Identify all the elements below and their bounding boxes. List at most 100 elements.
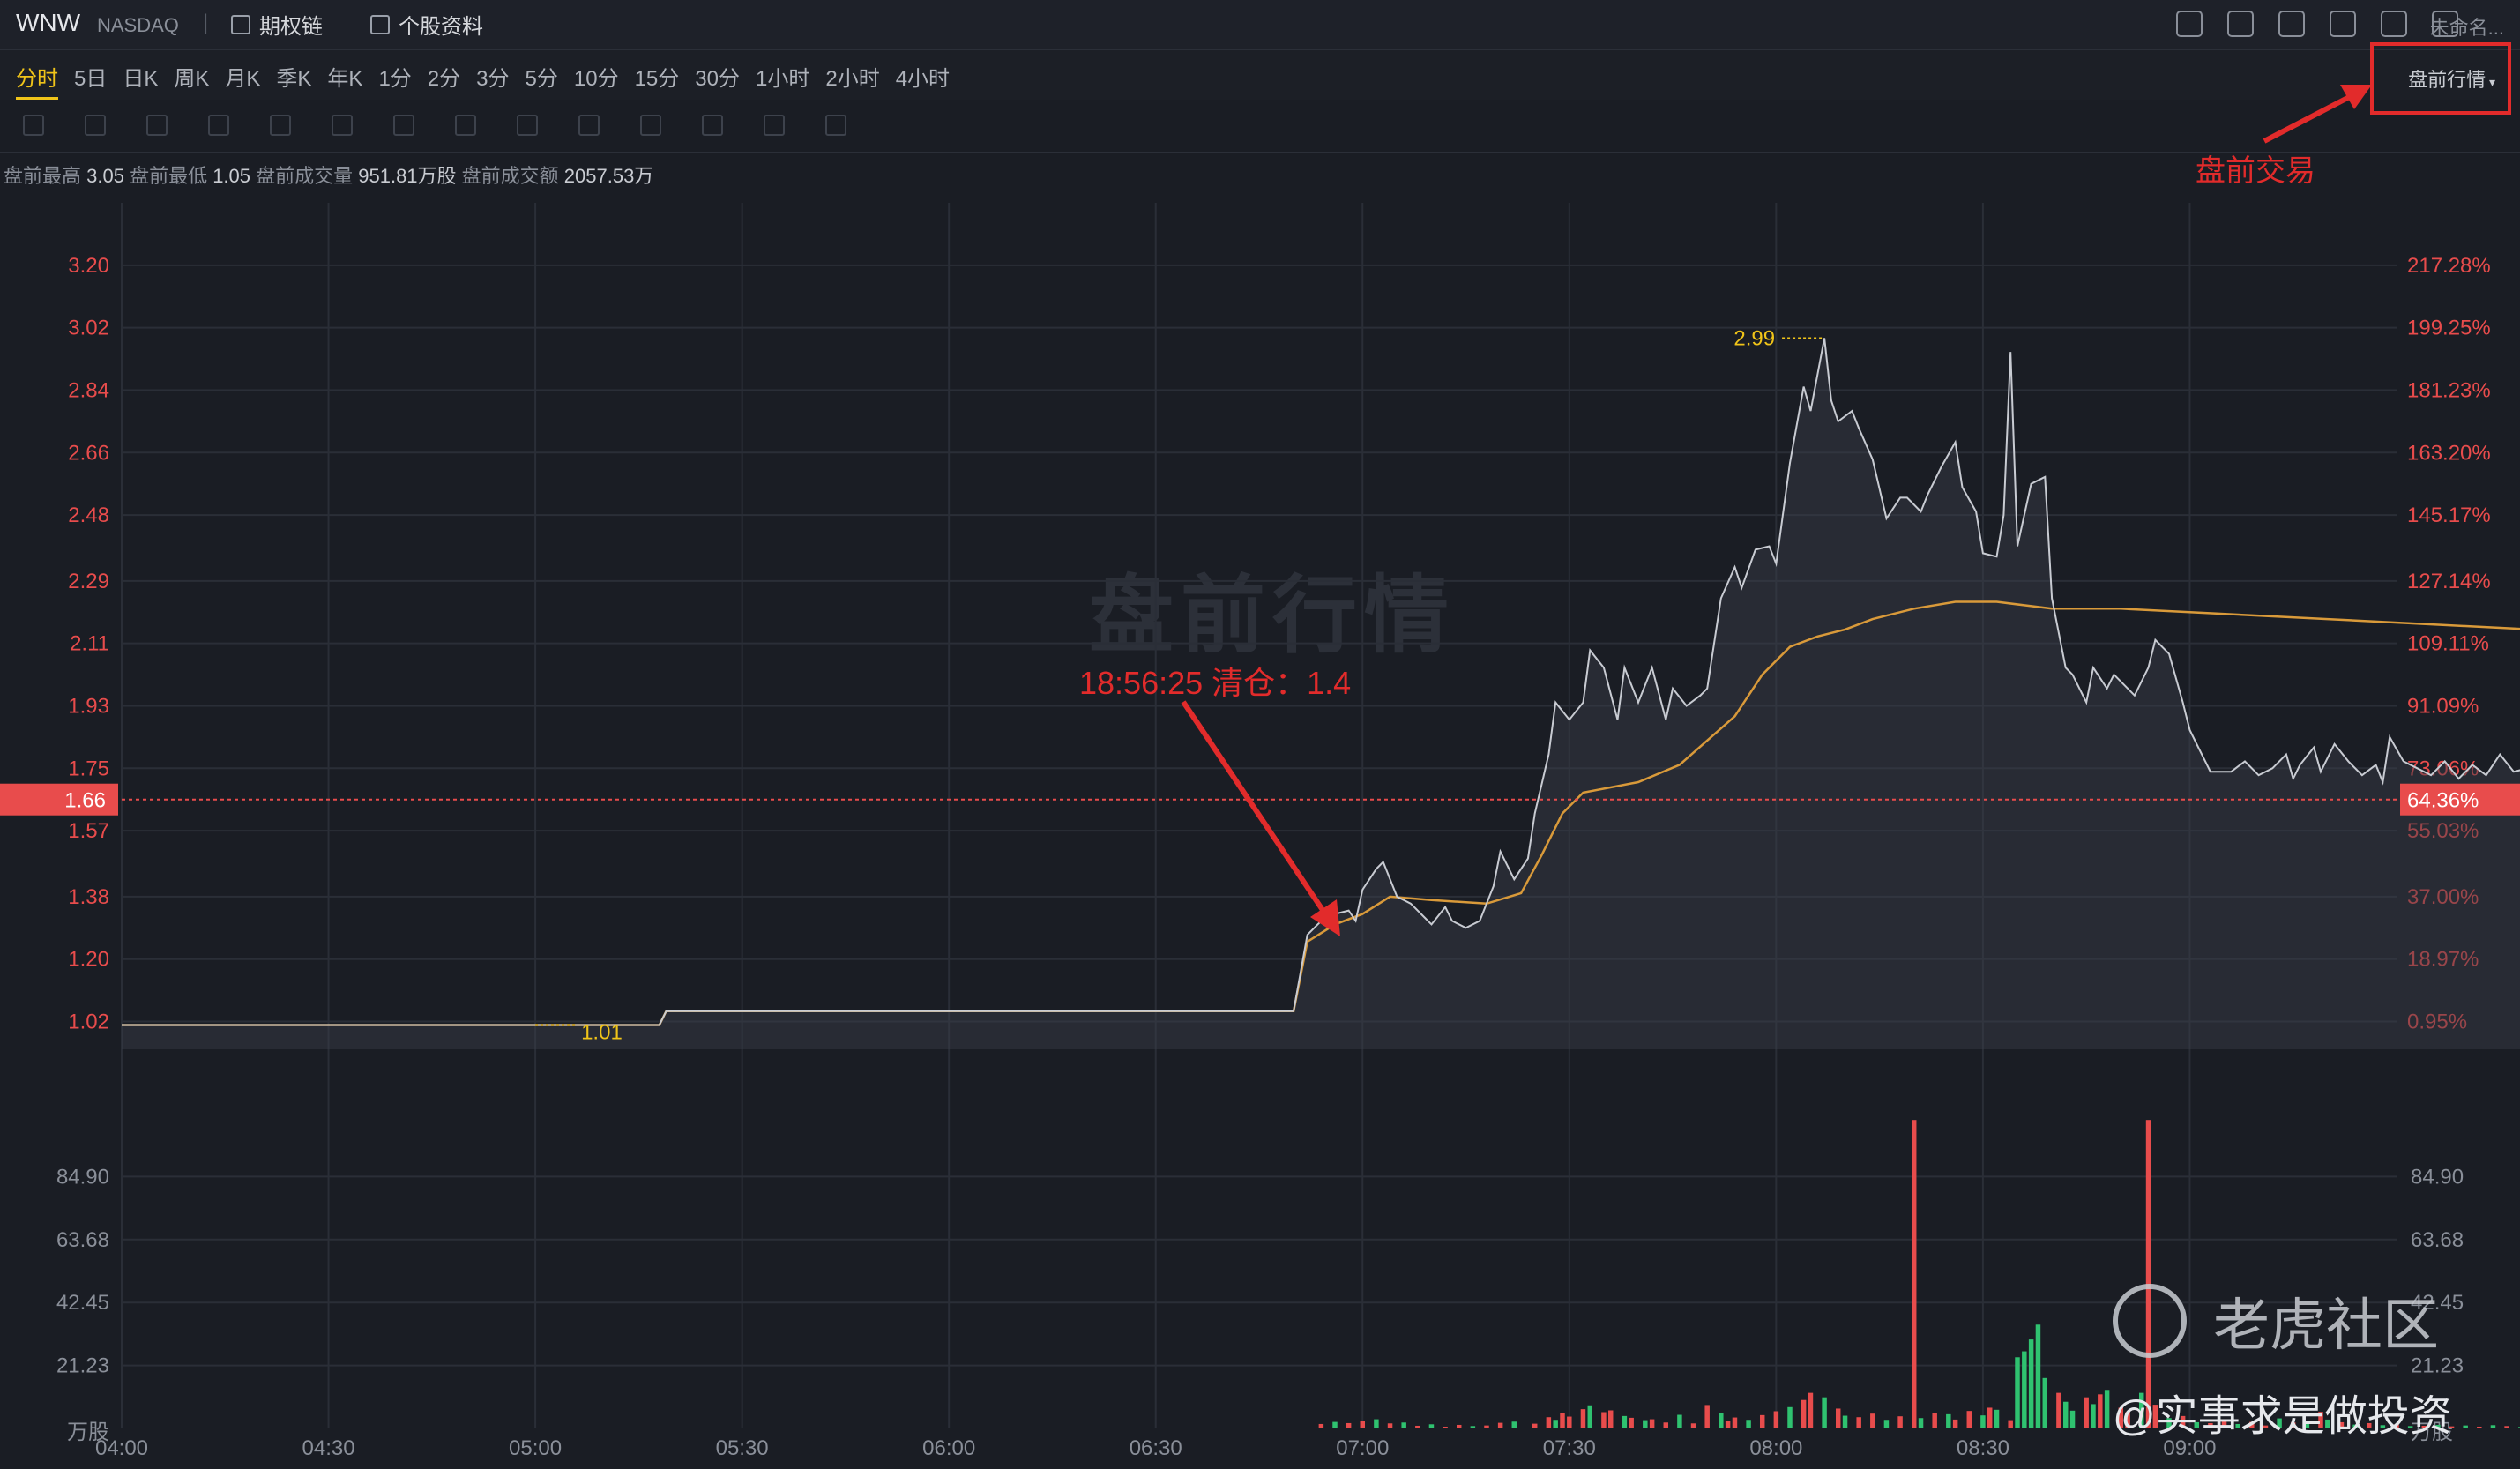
fib-tool-icon[interactable] xyxy=(208,115,229,136)
volume-bar xyxy=(1360,1421,1366,1428)
period-tab[interactable]: 5日 xyxy=(74,67,108,91)
volume-bar xyxy=(1773,1411,1779,1428)
volume-bar xyxy=(2421,1425,2427,1428)
measure-tool-icon[interactable] xyxy=(455,115,476,136)
volume-bar xyxy=(2008,1420,2013,1428)
options-chain-link[interactable]: 期权链 xyxy=(231,9,323,40)
time-tick-label: 04:30 xyxy=(302,1436,355,1460)
price-tick-label: 2.48 xyxy=(68,503,109,527)
pen-tool-icon[interactable] xyxy=(517,115,538,136)
pct-tick-label: 217.28% xyxy=(2407,254,2491,278)
volume-bar xyxy=(1428,1424,1435,1428)
price-tick-label: 3.02 xyxy=(68,317,109,340)
volume-bar xyxy=(1346,1422,1352,1428)
period-tab[interactable]: 1小时 xyxy=(755,67,810,91)
period-tab[interactable]: 分时 xyxy=(16,61,58,100)
period-tab[interactable]: 2分 xyxy=(427,67,461,91)
volume-bar xyxy=(1622,1415,1628,1428)
price-tick-label: 2.11 xyxy=(70,632,109,656)
volume-bar xyxy=(2477,1426,2482,1428)
fullscreen-icon[interactable] xyxy=(2381,11,2407,37)
layout-icon[interactable] xyxy=(2432,11,2458,37)
text-tool-icon[interactable] xyxy=(332,115,353,136)
volume-bar xyxy=(2325,1419,2330,1428)
user-menu[interactable]: 未命名... xyxy=(2429,17,2504,39)
time-tick-label: 08:00 xyxy=(1749,1436,1802,1460)
stock-profile-link[interactable]: 个股资料 xyxy=(370,9,483,40)
period-tab[interactable]: 30分 xyxy=(695,67,740,91)
volume-bar xyxy=(1677,1414,1682,1428)
period-tab[interactable]: 日K xyxy=(123,67,159,91)
volume-bar xyxy=(1567,1416,1572,1428)
pct-tick-label: 181.23% xyxy=(2407,378,2491,402)
wave-tool-icon[interactable] xyxy=(146,115,168,136)
rect-tool-icon[interactable] xyxy=(85,115,106,136)
label-tool-icon[interactable] xyxy=(393,115,414,136)
lock-icon[interactable] xyxy=(578,115,600,136)
arrow-tool-icon[interactable] xyxy=(270,115,291,136)
price-tick-label: 1.57 xyxy=(68,819,109,843)
magnet-icon[interactable] xyxy=(702,115,723,136)
volume-bar xyxy=(2180,1415,2186,1428)
price-tick-label: 1.02 xyxy=(68,1010,109,1034)
top-bar: WNW NASDAQ | 期权链 个股资料 未命名... xyxy=(0,0,2520,50)
line-tool-icon[interactable] xyxy=(23,115,44,136)
volume-bar xyxy=(2318,1412,2323,1428)
volume-bar xyxy=(2069,1410,2076,1428)
volume-bar xyxy=(1601,1412,1607,1428)
time-tick-label: 06:00 xyxy=(922,1436,975,1460)
eye-icon[interactable] xyxy=(640,115,661,136)
premarket-stats: 盘前最高 3.05 盘前最低 1.05 盘前成交量 951.81万股 盘前成交额… xyxy=(4,160,653,189)
volume-bar xyxy=(1883,1420,1890,1428)
price-tick-label: 1.38 xyxy=(68,885,109,909)
refresh-icon[interactable] xyxy=(2278,11,2305,37)
price-tick-label: 2.84 xyxy=(68,378,109,402)
period-tab[interactable]: 周K xyxy=(174,67,210,91)
period-tab[interactable]: 10分 xyxy=(573,67,619,91)
trade-arrow-head xyxy=(1310,899,1340,936)
chart-icon xyxy=(231,14,250,34)
volume-bar xyxy=(1932,1413,1937,1428)
period-tab[interactable]: 季K xyxy=(276,67,312,91)
period-tab[interactable]: 5分 xyxy=(525,67,558,91)
period-tab[interactable]: 月K xyxy=(225,67,261,91)
volume-bar xyxy=(1587,1405,1593,1428)
period-tab[interactable]: 1分 xyxy=(378,67,412,91)
stat-value: 1.05 xyxy=(212,165,257,187)
price-tick-label: 1.93 xyxy=(68,694,109,718)
divider: | xyxy=(203,11,209,34)
window-tools xyxy=(2176,11,2458,37)
session-dropdown[interactable]: 盘前行情 xyxy=(2408,64,2495,93)
tiger-logo-icon xyxy=(2113,1284,2187,1358)
stat-value: 951.81万股 xyxy=(358,165,462,187)
edit-icon[interactable] xyxy=(2227,11,2254,37)
volume-tick-label-right: 84.90 xyxy=(2411,1165,2464,1189)
volume-bar xyxy=(1649,1419,1655,1428)
drawing-toolbar xyxy=(0,101,2520,153)
copy-icon[interactable] xyxy=(764,115,785,136)
volume-bar xyxy=(1719,1413,1724,1428)
period-tab[interactable]: 4小时 xyxy=(895,67,951,91)
volume-bar xyxy=(2125,1412,2130,1428)
volume-bar xyxy=(1387,1423,1393,1428)
trash-icon[interactable] xyxy=(825,115,846,136)
volume-bar xyxy=(1643,1420,1648,1428)
screen-icon[interactable] xyxy=(2176,11,2203,37)
gear-icon[interactable] xyxy=(2330,11,2356,37)
period-tab[interactable]: 2小时 xyxy=(825,67,880,91)
volume-bar xyxy=(1690,1423,1696,1428)
volume-bar xyxy=(1808,1392,1814,1428)
period-tab[interactable]: 年K xyxy=(327,67,363,91)
symbol: WNW xyxy=(16,9,81,36)
period-tab[interactable]: 15分 xyxy=(634,67,680,91)
options-chain-label: 期权链 xyxy=(259,15,323,39)
volume-bar xyxy=(1484,1425,1489,1428)
stat-value: 3.05 xyxy=(86,165,130,187)
volume-bar xyxy=(1546,1417,1552,1428)
brand-name: 老虎社区 xyxy=(2213,1294,2439,1357)
period-tab[interactable]: 3分 xyxy=(476,67,510,91)
current-pct-value: 64.36% xyxy=(2407,789,2479,813)
volume-bar xyxy=(2194,1421,2200,1428)
time-tick-label: 09:00 xyxy=(2163,1436,2216,1460)
